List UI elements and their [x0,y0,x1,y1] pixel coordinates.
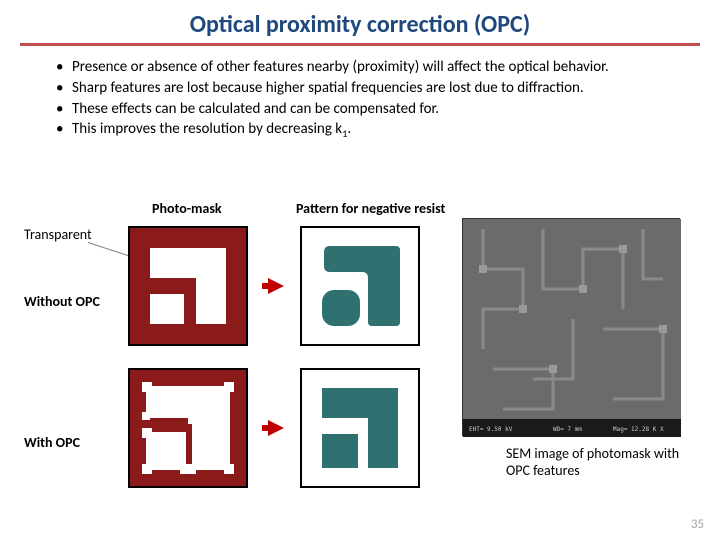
photomask-label: Photo-mask [152,200,222,217]
svg-text:EHT= 9.50 kV: EHT= 9.50 kV [469,426,513,433]
pattern-label: Pattern for negative resist [296,200,445,217]
arrow-icon [268,420,284,436]
svg-text:WD= 7 mm: WD= 7 mm [553,426,582,433]
bullet-list: Presence or absence of other features ne… [0,58,720,140]
photomask-with-opc [128,368,248,488]
with-opc-label: With OPC [24,434,80,451]
slide-title: Optical proximity correction (OPC) [0,0,720,43]
title-underline [20,43,700,46]
pattern-without-opc [300,226,420,346]
bullet-item: This improves the resolution by decreasi… [72,120,680,140]
bullet-item: Sharp features are lost because higher s… [72,79,680,98]
transparent-label: Transparent [24,226,92,243]
svg-text:Mag= 12.28 K X: Mag= 12.28 K X [613,426,664,433]
figure-area: Photo-mask Pattern for negative resist T… [0,198,720,528]
photomask-without-opc [128,226,248,346]
bullet-item: These effects can be calculated and can … [72,100,680,119]
pattern-with-opc [300,368,420,488]
sem-image: EHT= 9.50 kV WD= 7 mm Mag= 12.28 K X [462,218,680,436]
bullet-item: Presence or absence of other features ne… [72,58,680,77]
sem-caption: SEM image of photomask with OPC features [506,446,696,480]
without-opc-label: Without OPC [24,293,100,310]
page-number: 35 [691,517,704,532]
arrow-icon [268,278,284,294]
